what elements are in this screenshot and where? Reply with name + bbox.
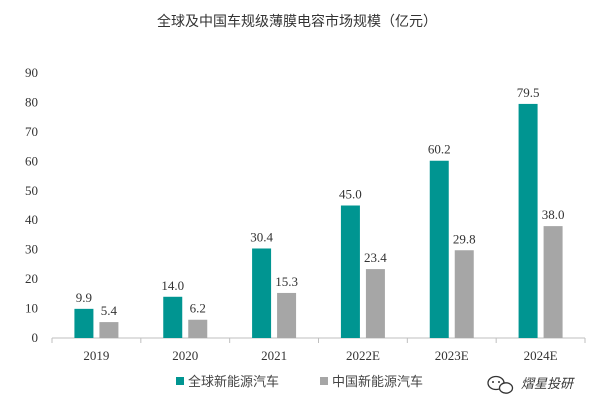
bar-global — [252, 248, 272, 338]
data-label: 29.8 — [453, 231, 476, 246]
y-tick-label: 60 — [25, 153, 38, 168]
y-tick-label: 90 — [25, 65, 38, 80]
bar-china — [365, 269, 385, 338]
bar-global — [74, 308, 94, 338]
bar-global — [518, 103, 538, 339]
x-tick-label: 2019 — [83, 348, 109, 363]
x-tick-label: 2020 — [172, 348, 198, 363]
bar-china — [99, 322, 119, 338]
y-tick-label: 0 — [32, 330, 39, 345]
bar-global — [163, 296, 183, 338]
x-tick-label: 2023E — [435, 348, 469, 363]
y-tick-label: 40 — [25, 212, 38, 227]
data-label: 38.0 — [542, 207, 565, 222]
data-label: 9.9 — [76, 290, 92, 305]
legend-swatch — [176, 377, 184, 385]
x-tick-label: 2022E — [346, 348, 380, 363]
data-label: 5.4 — [101, 303, 118, 318]
y-tick-label: 30 — [25, 242, 38, 257]
data-label: 15.3 — [275, 274, 298, 289]
data-label: 30.4 — [250, 229, 273, 244]
bar-china — [454, 250, 474, 338]
wechat-icon — [487, 375, 514, 394]
data-label: 6.2 — [190, 301, 206, 316]
data-label: 60.2 — [428, 142, 451, 157]
legend: 全球新能源汽车 中国新能源汽车 — [176, 374, 423, 390]
legend-label: 全球新能源汽车 — [188, 374, 279, 390]
x-tick-label: 2021 — [261, 348, 287, 363]
x-axis: 2019 2020 2021 2022E 2023E 2024E — [51, 337, 586, 363]
chart-title: 全球及中国车规级薄膜电容市场规模（亿元） — [157, 13, 437, 30]
y-axis: 0 10 20 30 40 50 60 70 80 90 — [25, 65, 38, 345]
y-tick-label: 80 — [25, 94, 38, 109]
bar-global — [340, 205, 360, 338]
bar-china — [277, 292, 297, 338]
watermark: 熠星投研 — [487, 375, 575, 394]
legend-label: 中国新能源汽车 — [332, 374, 423, 390]
x-tick-label: 2024E — [524, 348, 558, 363]
bars-group: 9.9 5.4 14.0 6.2 30.4 15.3 45.0 23.4 60.2 29.8 79.… — [74, 85, 565, 339]
legend-swatch — [320, 377, 328, 385]
data-label: 79.5 — [517, 85, 540, 100]
data-label: 14.0 — [161, 278, 184, 293]
data-label: 23.4 — [364, 250, 387, 265]
watermark-text: 熠星投研 — [521, 377, 575, 392]
y-tick-label: 10 — [25, 301, 38, 316]
y-tick-label: 50 — [25, 183, 38, 198]
y-tick-label: 20 — [25, 271, 38, 286]
y-tick-label: 70 — [25, 124, 38, 139]
bar-china — [188, 319, 208, 338]
data-label: 45.0 — [339, 187, 362, 202]
bar-china — [543, 226, 563, 338]
bar-global — [429, 160, 449, 338]
